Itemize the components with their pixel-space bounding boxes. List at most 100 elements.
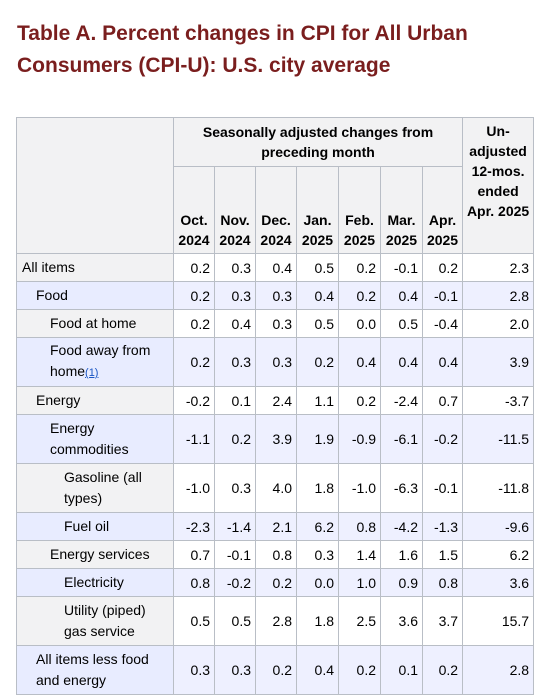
value-cell: 0.1 <box>380 645 423 695</box>
table-corner <box>16 117 174 254</box>
value-cell: 0.2 <box>338 281 381 310</box>
value-cell: -0.1 <box>421 281 464 310</box>
value-cell: 0.4 <box>338 337 381 387</box>
month-label: Apr. <box>428 212 457 228</box>
table-row: Food at home 0.2 0.4 0.3 0.5 0.0 0.5 -0.4 2.0 <box>16 309 535 338</box>
value-cell: 3.7 <box>421 596 464 646</box>
value-cell: -1.0 <box>173 463 215 513</box>
value-cell: 0.5 <box>296 309 339 338</box>
value-cell: 1.0 <box>338 568 381 597</box>
row-label: Gasoline (all types) <box>16 463 174 513</box>
value-cell: 0.4 <box>380 337 423 387</box>
value-cell: 2.8 <box>255 596 297 646</box>
value-cell: 1.8 <box>296 463 339 513</box>
row-label-text: Food at home <box>50 315 137 331</box>
unadjusted-cell: 2.8 <box>462 281 535 310</box>
value-cell: -0.1 <box>214 540 256 569</box>
value-cell: -0.4 <box>421 309 464 338</box>
value-cell: 0.2 <box>421 253 464 282</box>
unadjusted-cell: 2.0 <box>462 309 535 338</box>
row-label: Food <box>16 281 174 310</box>
year-label: 2025 <box>426 232 459 248</box>
value-cell: 0.4 <box>296 281 339 310</box>
value-cell: 0.0 <box>296 568 339 597</box>
year-label: 2024 <box>178 232 210 248</box>
value-cell: 0.4 <box>380 281 423 310</box>
value-cell: -6.3 <box>380 463 423 513</box>
value-cell: -0.2 <box>421 414 464 464</box>
value-cell: 0.2 <box>421 645 464 695</box>
value-cell: 0.0 <box>338 309 381 338</box>
page-title: Table A. Percent changes in CPI for All … <box>17 22 468 77</box>
month-label: Mar. <box>387 212 416 228</box>
value-cell: 3.9 <box>255 414 297 464</box>
value-cell: 0.4 <box>214 309 256 338</box>
value-cell: 0.7 <box>173 540 215 569</box>
row-label-text: Energy <box>36 392 81 408</box>
value-cell: 0.2 <box>338 645 381 695</box>
value-cell: 0.8 <box>421 568 464 597</box>
table-row: Energy -0.2 0.1 2.4 1.1 0.2 -2.4 0.7 -3.7 <box>16 386 535 415</box>
value-cell: 0.3 <box>255 337 297 387</box>
table-row: Electricity 0.8 -0.2 0.2 0.0 1.0 0.9 0.8 3.6 <box>16 568 535 597</box>
value-cell: -0.9 <box>338 414 381 464</box>
value-cell: 0.8 <box>173 568 215 597</box>
table-row: Energy commodities -1.1 0.2 3.9 1.9 -0.9 -6.1-… <box>16 414 535 464</box>
value-cell: 0.5 <box>380 309 423 338</box>
table-row: Food 0.2 0.3 0.3 0.4 0.2 0.4 -0.1 2.8 <box>16 281 535 310</box>
row-label: Food away from home(1) <box>16 337 174 387</box>
row-label-text: Electricity <box>64 574 124 590</box>
month-header: Feb. 2025 <box>338 166 381 254</box>
value-cell: -1.4 <box>214 512 256 541</box>
value-cell: 0.8 <box>255 540 297 569</box>
value-cell: 0.3 <box>214 463 256 513</box>
cpi-table: Seasonally adjusted changes from precedi… <box>16 117 535 695</box>
month-header: Mar. 2025 <box>380 166 423 254</box>
row-label-text: Food <box>36 287 68 303</box>
value-cell: 0.2 <box>173 253 215 282</box>
value-cell: 0.3 <box>296 540 339 569</box>
value-cell: 0.5 <box>214 596 256 646</box>
value-cell: -0.1 <box>421 463 464 513</box>
unadjusted-cell: 2.8 <box>462 645 535 695</box>
value-cell: 0.3 <box>214 645 256 695</box>
value-cell: 1.1 <box>296 386 339 415</box>
footnote-link[interactable]: (1) <box>85 367 99 379</box>
value-cell: 2.1 <box>255 512 297 541</box>
table-row: Fuel oil -2.3 -1.4 2.1 6.2 0.8 -4.2 -1.3 -9.6 <box>16 512 535 541</box>
row-label: All items less food and energy <box>16 645 174 695</box>
value-cell: 0.5 <box>296 253 339 282</box>
value-cell: -0.2 <box>173 386 215 415</box>
value-cell: 0.2 <box>173 309 215 338</box>
year-label: 2025 <box>343 232 376 248</box>
table-row: Energy services 0.7 -0.1 0.8 0.3 1.4 1.6 1.5 6.2 <box>16 540 535 569</box>
value-cell: 0.3 <box>255 281 297 310</box>
table-row: Utility (piped) gas service 0.5 0.5 2.8 1.8 2… <box>16 596 535 646</box>
table-row: Food away from home(1) 0.2 0.3 0.3 0.2 0.4 0.4… <box>16 337 535 387</box>
month-header: Nov. 2024 <box>214 166 256 254</box>
value-cell: -0.2 <box>214 568 256 597</box>
value-cell: 1.4 <box>338 540 381 569</box>
month-label: Dec. <box>261 212 291 228</box>
value-cell: 0.4 <box>421 337 464 387</box>
month-label: Feb. <box>345 212 374 228</box>
value-cell: 0.2 <box>173 281 215 310</box>
value-cell: 0.4 <box>255 253 297 282</box>
value-cell: 0.2 <box>255 568 297 597</box>
value-cell: -1.0 <box>338 463 381 513</box>
value-cell: 0.7 <box>421 386 464 415</box>
table-row: Gasoline (all types) -1.0 0.3 4.0 1.8 -1.0 -6.… <box>16 463 535 513</box>
row-label: Electricity <box>16 568 174 597</box>
month-label: Jan. <box>303 212 332 228</box>
row-label: Fuel oil <box>16 512 174 541</box>
month-header: Oct. 2024 <box>173 166 215 254</box>
row-label-text: Energy services <box>50 546 150 562</box>
unadjusted-cell: 3.9 <box>462 337 535 387</box>
value-cell: 1.9 <box>296 414 339 464</box>
unadjusted-cell: -3.7 <box>462 386 535 415</box>
year-label: 2024 <box>260 232 292 248</box>
value-cell: 0.5 <box>173 596 215 646</box>
value-cell: 0.2 <box>173 337 215 387</box>
row-label: Energy services <box>16 540 174 569</box>
row-label-text: Energy commodities <box>50 420 129 457</box>
